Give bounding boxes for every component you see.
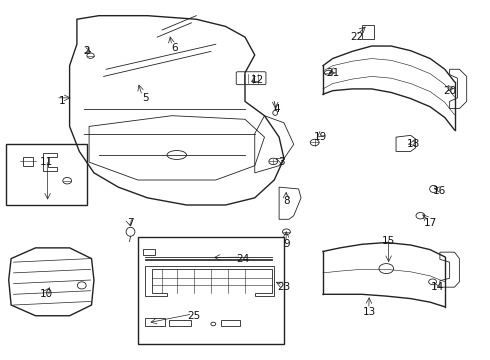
Text: 15: 15 — [382, 236, 395, 246]
Text: 8: 8 — [283, 197, 290, 206]
Text: 2: 2 — [83, 46, 90, 57]
Text: 13: 13 — [363, 307, 376, 317]
Text: 11: 11 — [40, 157, 53, 167]
Text: 4: 4 — [273, 104, 280, 113]
Text: 3: 3 — [278, 157, 285, 167]
Text: 19: 19 — [314, 132, 327, 142]
Text: 6: 6 — [171, 43, 178, 53]
Text: 20: 20 — [443, 86, 456, 96]
Text: 7: 7 — [127, 218, 134, 228]
Text: 22: 22 — [350, 32, 364, 42]
Text: 5: 5 — [142, 93, 148, 103]
Text: 24: 24 — [236, 253, 249, 264]
Text: 25: 25 — [187, 311, 200, 321]
Text: 14: 14 — [431, 282, 444, 292]
Text: 9: 9 — [283, 239, 290, 249]
Text: 12: 12 — [250, 75, 264, 85]
Text: 21: 21 — [326, 68, 339, 78]
Text: 17: 17 — [423, 218, 437, 228]
Text: 10: 10 — [40, 289, 53, 299]
Text: 16: 16 — [433, 186, 446, 196]
Text: 18: 18 — [407, 139, 420, 149]
Text: 23: 23 — [277, 282, 291, 292]
Text: 1: 1 — [59, 96, 66, 107]
